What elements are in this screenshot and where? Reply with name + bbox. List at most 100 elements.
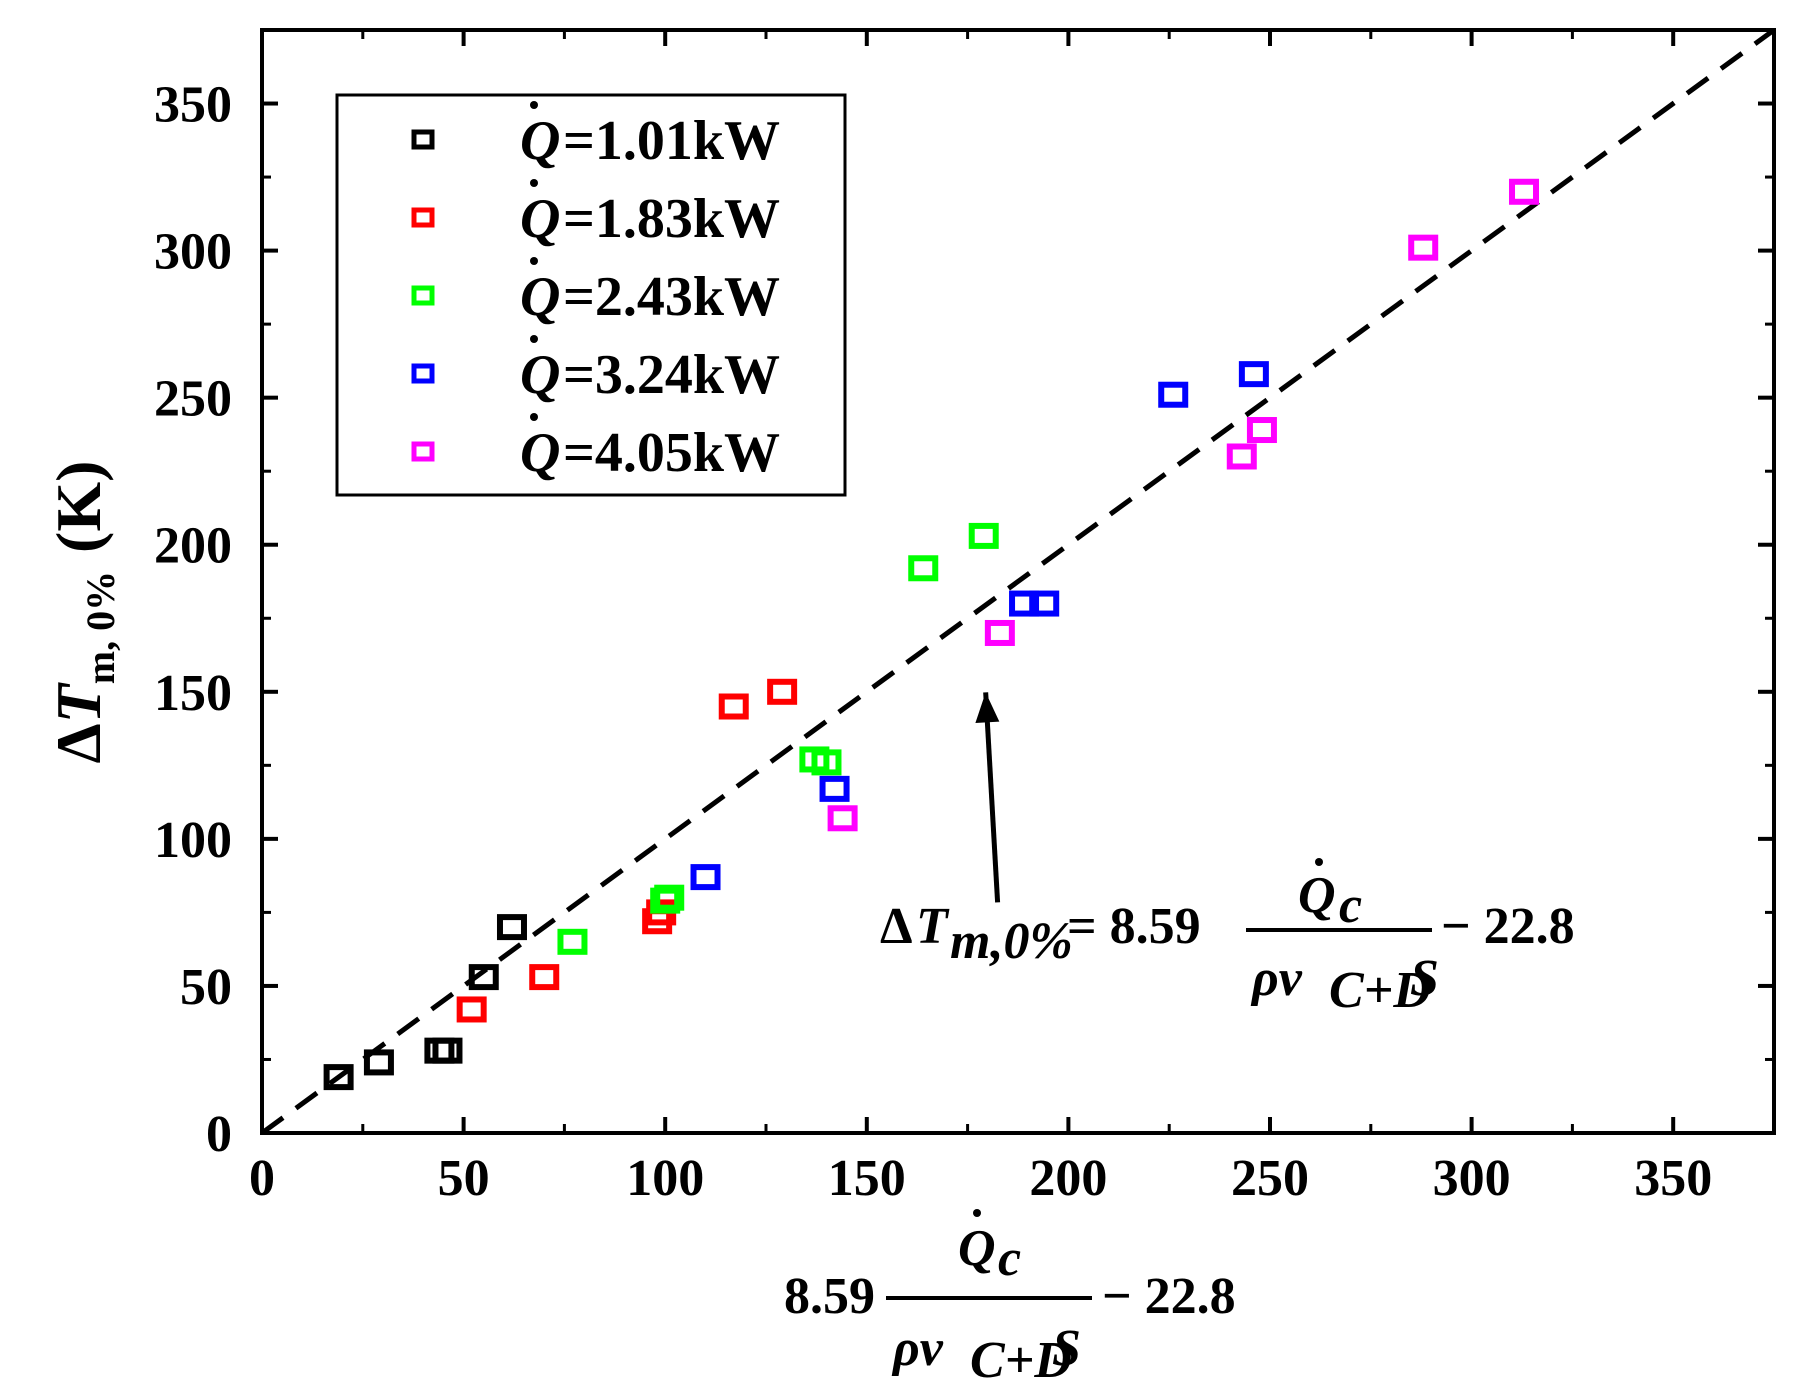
series-4 (690, 361, 1269, 891)
y-tick-label: 350 (154, 77, 232, 134)
x-tick-label: 50 (438, 1150, 490, 1207)
x-label-denominator-tail: S (1052, 1320, 1081, 1377)
x-tick-label: 150 (828, 1150, 906, 1207)
x-label-offset: − 22.8 (1102, 1268, 1236, 1325)
legend-label: =3.24kW (563, 344, 780, 406)
data-point (432, 1037, 463, 1064)
y-label-unit: (K) (43, 461, 114, 553)
y-tick-label: 150 (154, 665, 232, 722)
data-point (1029, 590, 1060, 617)
legend-q-symbol: Q (520, 188, 560, 250)
arrow-head (975, 692, 1000, 724)
annotation-var: T (916, 898, 950, 955)
annotation-denominator-tail: S (1410, 950, 1439, 1007)
annotation-numerator: Q (1298, 867, 1336, 924)
x-label-dot (973, 1209, 981, 1217)
legend-label: =4.05kW (563, 422, 780, 484)
y-tick-label: 50 (180, 959, 232, 1016)
data-point (529, 964, 560, 991)
annotation-offset: − 22.8 (1441, 898, 1575, 955)
axes-layer: 0 50 100 150 200 250 300 350 0 50 100 150 200 250 300 3… (154, 30, 1774, 1207)
legend-dot (530, 257, 538, 265)
series-1 (323, 914, 527, 1091)
data-point (1158, 381, 1189, 408)
fit-line (260, 27, 1776, 1136)
svg-text:ΔTm, 0%(K): ΔTm, 0% (K) (43, 461, 123, 764)
data-point (1408, 234, 1439, 261)
data-point (557, 928, 588, 955)
arrow-shaft (983, 692, 1001, 903)
y-tick-label: 0 (206, 1106, 232, 1163)
legend-q-symbol: Q (520, 422, 560, 484)
plot-area (260, 28, 1776, 1135)
y-tick-label: 100 (154, 812, 232, 869)
annotation-arrow (975, 692, 1001, 903)
legend-marker (411, 441, 435, 462)
legend-dot (530, 179, 538, 187)
data-point (456, 996, 487, 1023)
x-label-numerator-sub: c (998, 1230, 1021, 1287)
x-tick-label: 0 (249, 1150, 275, 1207)
legend-marker (411, 207, 435, 228)
data-point (1226, 443, 1257, 470)
x-label-coef: 8.59 (784, 1268, 875, 1325)
data-point (496, 914, 527, 941)
x-tick-label: 200 (1029, 1150, 1107, 1207)
data-points-layer (323, 178, 1540, 1091)
legend-q-symbol: Q (520, 110, 560, 172)
data-point (1238, 361, 1269, 388)
data-point (1509, 178, 1540, 205)
y-tick-label: 200 (154, 518, 232, 575)
series-2 (456, 678, 798, 1023)
x-label-denominator-sub: C+D (970, 1332, 1072, 1389)
data-point (819, 775, 850, 802)
legend-label: =1.83kW (563, 188, 780, 250)
legend-dot (530, 335, 538, 343)
y-tick-label: 250 (154, 371, 232, 428)
annotation-numerator-sub: c (1339, 877, 1362, 934)
annotation-denominator: ρv (1250, 950, 1303, 1007)
legend-marker (411, 285, 435, 306)
legend-q-symbol: Q (520, 266, 560, 328)
x-tick-label: 350 (1634, 1150, 1712, 1207)
data-point (1009, 590, 1040, 617)
plot-frame (260, 28, 1776, 1135)
legend-marker (411, 363, 435, 384)
y-label-delta: Δ (43, 723, 114, 763)
y-tick-label: 300 (154, 224, 232, 281)
x-tick-label: 250 (1231, 1150, 1309, 1207)
data-point (690, 864, 721, 891)
data-point (718, 693, 749, 720)
data-point (1246, 417, 1277, 444)
fit-line-layer (260, 27, 1776, 1136)
data-point (968, 522, 999, 549)
y-label-sub: m, 0% (78, 571, 123, 684)
legend-box (335, 93, 847, 497)
legend-label: =2.43kW (563, 266, 780, 328)
annotation-dot (1315, 858, 1323, 866)
legend-dot (530, 413, 538, 421)
data-point (767, 678, 798, 705)
data-point (323, 1064, 354, 1091)
data-point (984, 619, 1015, 646)
data-point (654, 884, 685, 911)
x-label-numerator: Q (958, 1220, 996, 1277)
fit-equation-annotation: Δ T m,0% = 8.59 Q c ρv C+D S − 22.8 (880, 858, 1575, 1019)
annotation-delta: Δ (880, 898, 913, 955)
data-point (468, 964, 499, 991)
legend-label: =1.01kW (563, 110, 780, 172)
series-5 (827, 178, 1540, 832)
annotation-denominator-sub: C+D (1329, 962, 1431, 1019)
y-label-var: T (43, 681, 114, 723)
data-point (908, 555, 939, 582)
x-label-denominator: ρv (891, 1320, 944, 1377)
annotation-equals: = 8.59 (1067, 898, 1201, 955)
legend-q-symbol: Q (520, 344, 560, 406)
annotation-sub: m,0% (950, 913, 1073, 970)
data-point (827, 805, 858, 832)
x-tick-label: 100 (626, 1150, 704, 1207)
legend-dot (530, 101, 538, 109)
legend-marker (411, 129, 435, 150)
